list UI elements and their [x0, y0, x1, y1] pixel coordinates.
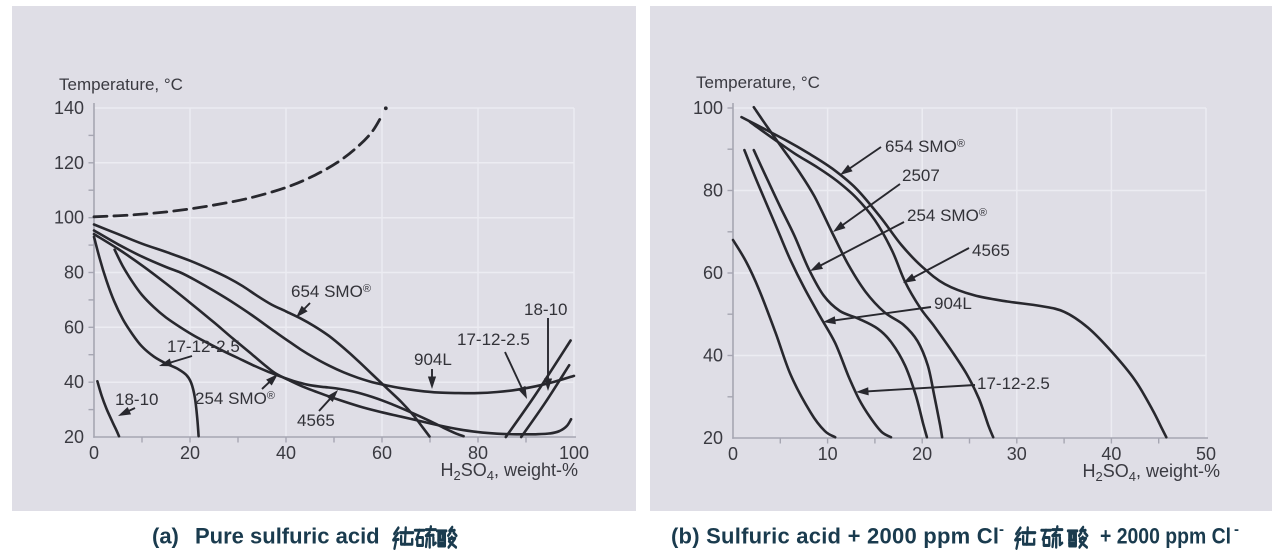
svg-text:Temperature, °C: Temperature, °C	[59, 75, 183, 94]
svg-text:100: 100	[559, 443, 589, 463]
svg-text:60: 60	[372, 443, 392, 463]
svg-text:254 SMO®: 254 SMO®	[907, 206, 987, 225]
svg-text:17-12-2.5: 17-12-2.5	[977, 374, 1050, 393]
svg-text:+ 2000 ppm Cl: + 2000 ppm Cl	[1100, 524, 1231, 549]
svg-text:2507: 2507	[902, 166, 940, 185]
svg-text:17-12-2.5: 17-12-2.5	[457, 330, 530, 349]
svg-text:4565: 4565	[297, 411, 335, 430]
svg-text:904L: 904L	[934, 294, 972, 313]
svg-text:50: 50	[1196, 444, 1216, 464]
svg-text:254 SMO®: 254 SMO®	[195, 389, 275, 408]
svg-text:Pure sulfuric acid: Pure sulfuric acid	[195, 524, 380, 549]
svg-text:18-10: 18-10	[524, 300, 567, 319]
svg-text:60: 60	[64, 317, 84, 337]
svg-text:40: 40	[64, 372, 84, 392]
svg-text:30: 30	[1007, 444, 1027, 464]
svg-text:H2SO4, weight-%: H2SO4, weight-%	[440, 460, 578, 483]
svg-text:20: 20	[64, 427, 84, 447]
svg-text:654 SMO®: 654 SMO®	[885, 137, 965, 156]
svg-text:20: 20	[180, 443, 200, 463]
svg-text:100: 100	[693, 98, 723, 118]
svg-text:40: 40	[703, 346, 723, 366]
svg-text:80: 80	[64, 263, 84, 283]
svg-text:80: 80	[703, 181, 723, 201]
svg-text:100: 100	[54, 208, 84, 228]
svg-text:(a): (a)	[152, 524, 179, 549]
svg-text:Temperature, °C: Temperature, °C	[696, 73, 820, 92]
svg-text:40: 40	[1101, 444, 1121, 464]
svg-text:-: -	[999, 521, 1004, 538]
svg-text:40: 40	[276, 443, 296, 463]
svg-text:140: 140	[54, 98, 84, 118]
svg-text:-: -	[1234, 521, 1239, 538]
svg-text:18-10: 18-10	[115, 390, 158, 409]
svg-text:(b) Sulfuric acid + 2000 ppm C: (b) Sulfuric acid + 2000 ppm Cl	[671, 524, 999, 549]
svg-text:80: 80	[468, 443, 488, 463]
svg-text:60: 60	[703, 263, 723, 283]
svg-text:10: 10	[818, 444, 838, 464]
svg-text:20: 20	[912, 444, 932, 464]
svg-text:0: 0	[728, 444, 738, 464]
svg-text:904L: 904L	[414, 350, 452, 369]
svg-text:654 SMO®: 654 SMO®	[291, 282, 371, 301]
svg-text:H2SO4, weight-%: H2SO4, weight-%	[1082, 461, 1220, 484]
svg-text:17-12-2.5: 17-12-2.5	[167, 337, 240, 356]
svg-text:120: 120	[54, 153, 84, 173]
svg-text:0: 0	[89, 443, 99, 463]
svg-text:20: 20	[703, 428, 723, 448]
svg-text:4565: 4565	[972, 241, 1010, 260]
